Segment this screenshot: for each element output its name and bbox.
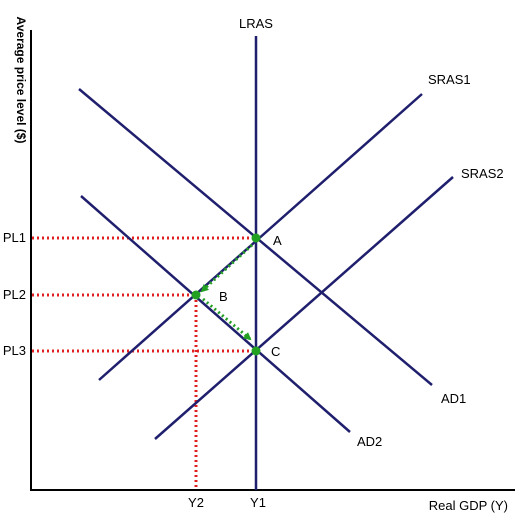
guide-lines — [32, 236, 256, 489]
point-c — [251, 346, 261, 356]
point-b — [191, 290, 201, 300]
ad1-label: AD1 — [441, 391, 466, 406]
arrow-a-to-b — [200, 243, 254, 293]
sras2-curve — [154, 176, 454, 440]
sras1-label: SRAS1 — [428, 72, 471, 87]
point-a-label: A — [273, 233, 282, 248]
sras2-label: SRAS2 — [461, 166, 504, 181]
y-axis-title: Average price level ($) — [14, 17, 28, 144]
arrow-b-to-c — [202, 297, 252, 341]
pl3-label: PL3 — [3, 343, 26, 358]
ad2-curve — [80, 195, 351, 433]
x-axis-title: Real GDP (Y) — [429, 498, 508, 513]
lras-label: LRAS — [239, 16, 273, 31]
sras1-curve — [98, 93, 423, 381]
pl1-label: PL1 — [3, 230, 26, 245]
point-a — [251, 233, 261, 243]
point-b-label: B — [219, 289, 228, 304]
pl2-label: PL2 — [3, 287, 26, 302]
point-c-label: C — [271, 344, 280, 359]
ad2-label: AD2 — [357, 434, 382, 449]
y1-label: Y1 — [250, 495, 266, 510]
y2-label: Y2 — [188, 495, 204, 510]
